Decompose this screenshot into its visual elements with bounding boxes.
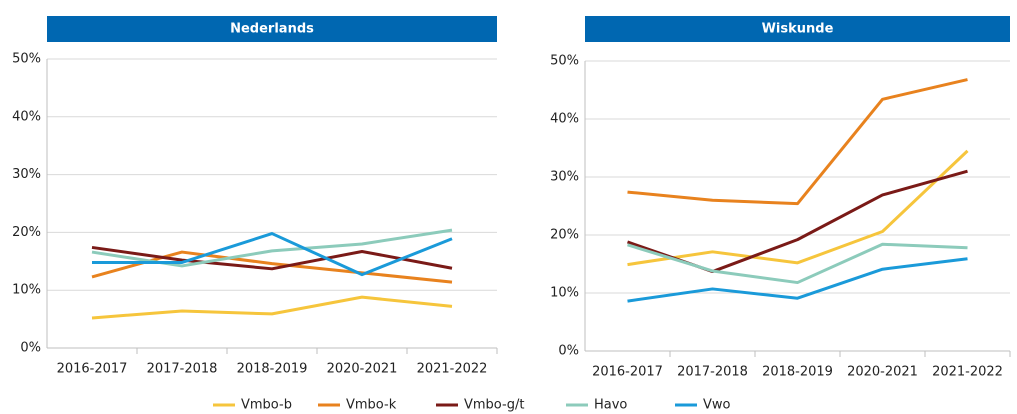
x-tick-label: 2016-2017: [57, 362, 128, 377]
title-bar: [47, 16, 497, 42]
x-tick-label: 2018-2019: [762, 365, 833, 380]
series-line: [91, 295, 453, 320]
y-tick-label: 10%: [12, 283, 41, 298]
x-tick-label: 2018-2019: [237, 362, 308, 377]
chart-title: Wiskunde: [762, 22, 834, 37]
y-tick-label: 50%: [550, 54, 579, 69]
y-tick-label: 10%: [550, 286, 579, 301]
y-tick-label: 20%: [12, 225, 41, 240]
legend-label: Vmbo-b: [241, 398, 292, 413]
series-line: [627, 257, 968, 303]
y-tick-label: 20%: [550, 228, 579, 243]
y-tick-label: 0%: [558, 344, 579, 359]
series-line: [627, 242, 968, 285]
y-tick-label: 40%: [12, 109, 41, 124]
series-line: [92, 232, 453, 277]
x-tick-label: 2020-2021: [327, 362, 398, 377]
y-tick-label: 0%: [20, 341, 41, 356]
legend-label: Vwo: [703, 398, 731, 413]
x-tick-label: 2016-2017: [592, 365, 663, 380]
y-tick-label: 30%: [12, 167, 41, 182]
x-tick-label: 2017-2018: [147, 362, 218, 377]
y-tick-label: 30%: [550, 170, 579, 185]
chart-title: Nederlands: [230, 22, 314, 37]
series-line: [627, 78, 968, 206]
legend-label: Vmbo-g/t: [464, 398, 524, 413]
title-bar: [585, 16, 1010, 42]
series-line: [91, 245, 453, 271]
y-tick-label: 40%: [550, 112, 579, 127]
legend-label: Vmbo-k: [346, 398, 397, 413]
x-tick-label: 2017-2018: [677, 365, 748, 380]
x-tick-label: 2020-2021: [847, 365, 918, 380]
y-tick-label: 50%: [12, 52, 41, 67]
series-line: [627, 149, 969, 267]
x-tick-label: 2021-2022: [932, 365, 1003, 380]
x-tick-label: 2021-2022: [417, 362, 488, 377]
legend-label: Havo: [594, 398, 627, 413]
